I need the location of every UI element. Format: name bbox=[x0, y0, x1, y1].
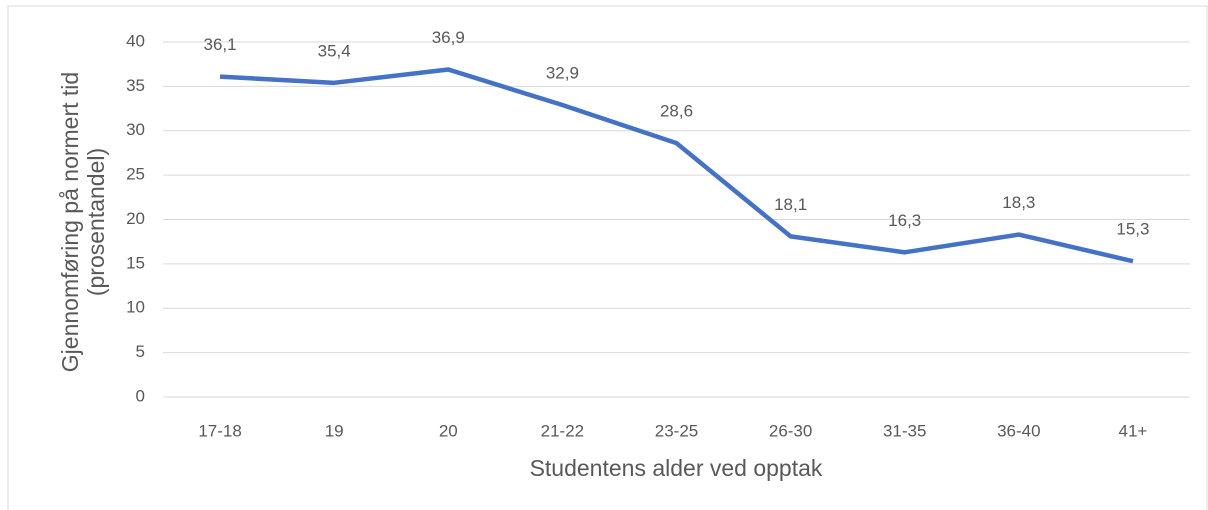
data-label: 18,1 bbox=[774, 195, 807, 214]
data-label: 18,3 bbox=[1002, 193, 1035, 212]
data-line bbox=[219, 67, 1134, 264]
data-label: 36,9 bbox=[432, 28, 465, 47]
x-tick-label: 36-40 bbox=[997, 421, 1040, 440]
chart-border bbox=[7, 5, 1208, 510]
data-label: 16,3 bbox=[888, 211, 921, 230]
data-label: 35,4 bbox=[318, 41, 351, 60]
y-tick-label: 20 bbox=[126, 209, 145, 228]
data-label: 15,3 bbox=[1116, 220, 1149, 239]
y-tick-label: 15 bbox=[126, 253, 145, 272]
y-axis-title-line: (prosentandel) bbox=[83, 148, 109, 296]
x-tick-label: 31-35 bbox=[883, 421, 926, 440]
x-tick-label: 26-30 bbox=[769, 421, 812, 440]
y-axis-title: Gjennomføring på normert tid (prosentand… bbox=[57, 72, 109, 372]
data-label: 36,1 bbox=[204, 35, 237, 54]
data-label: 28,6 bbox=[660, 102, 693, 121]
x-tick-label: 20 bbox=[439, 421, 458, 440]
y-tick-label: 5 bbox=[136, 342, 145, 361]
y-tick-label: 10 bbox=[126, 298, 145, 317]
y-tick-label: 25 bbox=[126, 165, 145, 184]
y-tick-label: 35 bbox=[126, 76, 145, 95]
x-axis-title: Studentens alder ved opptak bbox=[530, 455, 823, 481]
y-tick-label: 30 bbox=[126, 120, 145, 139]
y-tick-label: 0 bbox=[136, 386, 145, 405]
y-tick-label: 40 bbox=[126, 31, 145, 50]
data-label: 32,9 bbox=[546, 63, 579, 82]
x-tick-label: 23-25 bbox=[655, 421, 698, 440]
y-axis-title-line: Gjennomføring på normert tid bbox=[57, 72, 83, 372]
x-tick-label: 41+ bbox=[1119, 421, 1148, 440]
x-tick-label: 19 bbox=[325, 421, 344, 440]
x-tick-label: 17-18 bbox=[198, 421, 241, 440]
x-tick-label: 21-22 bbox=[541, 421, 584, 440]
